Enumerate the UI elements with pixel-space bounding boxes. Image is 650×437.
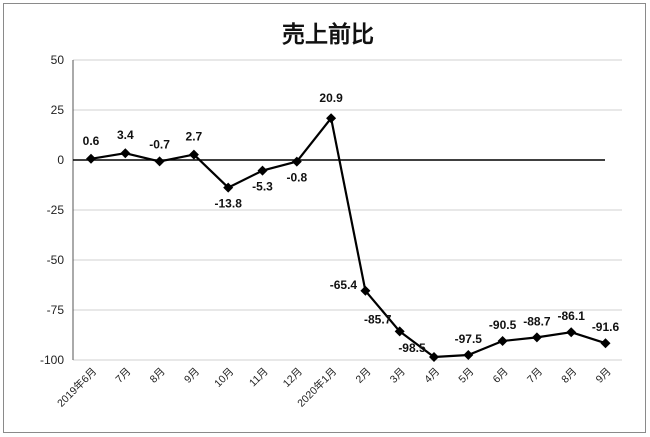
data-label: -98.5 (398, 341, 426, 355)
data-label: -86.1 (558, 309, 586, 323)
x-tick-label: 5月 (456, 366, 476, 386)
x-tick-label: 8月 (559, 366, 579, 386)
y-tick-label: 50 (51, 53, 65, 67)
data-point-marker (326, 113, 337, 124)
x-tick-label: 10月 (212, 366, 236, 390)
data-label: 3.4 (117, 128, 134, 142)
data-point-marker (394, 326, 405, 337)
data-point-marker (360, 285, 371, 296)
y-tick-label: -75 (47, 303, 65, 317)
x-tick-label: 9月 (182, 366, 202, 386)
x-tick-label: 4月 (422, 366, 442, 386)
y-tick-label: 0 (57, 153, 64, 167)
data-label: -0.7 (149, 137, 170, 151)
data-point-marker (188, 149, 199, 160)
data-point-marker (429, 352, 439, 362)
x-tick-label: 9月 (594, 366, 614, 386)
y-tick-label: -100 (40, 353, 64, 367)
x-tick-label: 8月 (148, 366, 168, 386)
data-label: -85.7 (364, 312, 392, 326)
data-point-marker (531, 332, 542, 343)
series (86, 113, 611, 362)
data-point-marker (154, 156, 165, 167)
data-label: 2.7 (186, 130, 203, 144)
x-tick-label: 6月 (491, 366, 511, 386)
data-labels: 0.6 3.4 -0.7 2.7 -13.8 -5.3 -0.8 20.9 -65.4 -85.7… (83, 91, 620, 355)
data-point-marker (120, 148, 131, 159)
data-label: -65.4 (330, 278, 358, 292)
data-point-marker (600, 338, 611, 349)
data-point-marker (257, 165, 268, 176)
data-point-marker (566, 327, 577, 338)
y-tick-label: 25 (51, 103, 65, 117)
data-point-marker (291, 156, 302, 167)
data-label: 0.6 (83, 134, 100, 148)
chart-title: 売上前比 (282, 21, 374, 48)
data-label: 20.9 (319, 91, 343, 105)
y-tick-label: -25 (47, 203, 65, 217)
data-label: -90.5 (489, 318, 517, 332)
data-label: -88.7 (523, 314, 551, 328)
x-tick-label: 2月 (353, 366, 373, 386)
data-label: -97.5 (455, 332, 483, 346)
data-label: -13.8 (215, 197, 243, 211)
chart-frame (3, 3, 646, 433)
gridlines (73, 59, 622, 361)
data-label: -5.3 (252, 180, 273, 194)
x-tick-label: 12月 (281, 366, 305, 390)
data-point-marker (223, 182, 234, 193)
data-point-marker (497, 336, 508, 346)
data-label: -0.8 (286, 171, 307, 185)
x-tick-label: 2019年6月 (54, 365, 99, 410)
series-line (90, 117, 606, 359)
x-tick-label: 11月 (247, 366, 271, 390)
data-label: -91.6 (592, 320, 620, 334)
x-tick-label: 7月 (113, 366, 133, 386)
data-point-marker (463, 350, 474, 360)
y-tick-label: -50 (47, 253, 65, 267)
x-tick-label: 7月 (525, 366, 545, 386)
x-tick-label: 3月 (388, 366, 408, 386)
data-point-marker (86, 153, 96, 164)
